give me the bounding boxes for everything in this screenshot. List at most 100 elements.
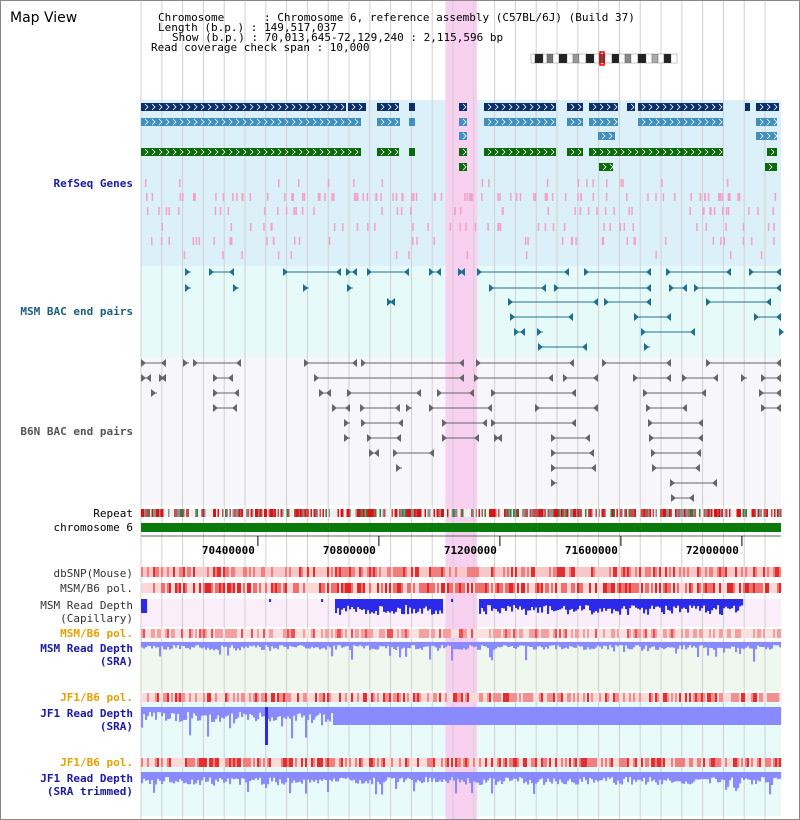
pol-cell bbox=[261, 693, 264, 702]
pol-cell bbox=[481, 693, 484, 702]
pol-cell bbox=[705, 629, 708, 638]
pol-cell bbox=[565, 583, 568, 593]
pol-cell bbox=[489, 629, 492, 638]
pol-cell bbox=[185, 758, 188, 767]
gene-arrow bbox=[165, 118, 170, 126]
pol-cell bbox=[325, 758, 328, 767]
pol-cell bbox=[759, 583, 762, 593]
pol-cell bbox=[479, 693, 482, 702]
pol-cell bbox=[463, 758, 466, 767]
track-label-jf1-b6-pol[interactable]: JF1/B6 pol. bbox=[60, 691, 133, 704]
depth-bar bbox=[379, 599, 382, 607]
gene-arrow bbox=[214, 148, 219, 156]
pol-cell bbox=[189, 758, 192, 767]
repeat-segment bbox=[276, 509, 278, 517]
repeat-segment bbox=[621, 509, 623, 517]
depth-bar bbox=[461, 642, 464, 650]
pol-cell bbox=[247, 693, 250, 702]
track-label-msm-read-depth-cap[interactable]: MSM Read Depth bbox=[40, 599, 133, 612]
depth-bar bbox=[437, 642, 440, 651]
depth-bar bbox=[429, 772, 432, 778]
depth-bar bbox=[241, 772, 244, 779]
pol-cell bbox=[179, 629, 182, 638]
pol-cell bbox=[461, 583, 464, 593]
pol-cell bbox=[301, 567, 304, 577]
track-label-jf1-read-depth-trim[interactable]: JF1 Read Depth bbox=[40, 772, 133, 785]
pol-cell bbox=[693, 583, 696, 593]
depth-bar bbox=[183, 707, 186, 720]
depth-bar bbox=[589, 642, 592, 650]
depth-bar bbox=[667, 772, 670, 779]
variant-tick bbox=[411, 193, 413, 201]
depth-bar bbox=[421, 642, 424, 650]
repeat-segment bbox=[447, 509, 449, 517]
depth-bar bbox=[389, 707, 392, 725]
chromosome-bar bbox=[141, 523, 781, 532]
depth-bar bbox=[521, 599, 524, 610]
gene-arrow bbox=[354, 148, 359, 156]
pol-cell bbox=[261, 583, 264, 593]
pol-cell bbox=[771, 583, 774, 593]
depth-bar bbox=[419, 772, 422, 782]
depth-bar bbox=[561, 642, 564, 650]
pol-cell bbox=[689, 583, 692, 593]
track-label-msm-b6-pol-sra[interactable]: MSM/B6 pol. bbox=[60, 627, 133, 640]
pol-cell bbox=[511, 583, 514, 593]
depth-bar bbox=[411, 599, 414, 614]
pol-cell bbox=[649, 758, 652, 767]
b6n-bac-pair-end bbox=[213, 374, 218, 382]
repeat-segment bbox=[450, 509, 452, 517]
pol-cell bbox=[489, 693, 492, 702]
repeat-segment bbox=[412, 509, 415, 517]
pol-cell bbox=[553, 567, 556, 577]
gene-arrow bbox=[380, 103, 385, 111]
depth-bar bbox=[451, 642, 454, 661]
depth-bar bbox=[267, 772, 270, 785]
track-label-refseq[interactable]: RefSeq Genes bbox=[53, 177, 133, 190]
pol-cell bbox=[527, 693, 530, 702]
pol-cell bbox=[675, 583, 678, 593]
track-label-jf1-b6-pol-trim[interactable]: JF1/B6 pol. bbox=[60, 756, 133, 769]
repeat-segment bbox=[184, 509, 187, 517]
depth-bar bbox=[599, 772, 602, 781]
depth-bar bbox=[551, 772, 554, 784]
track-label-msm-read-depth-sra[interactable]: MSM Read Depth bbox=[40, 642, 133, 655]
track-label-msm-b6-pol[interactable]: MSM/B6 pol. bbox=[60, 582, 133, 595]
track-label-b6n-bac[interactable]: B6N BAC end pairs bbox=[20, 425, 133, 438]
variant-tick bbox=[353, 193, 356, 201]
pol-cell bbox=[331, 567, 334, 577]
pol-cell bbox=[299, 693, 302, 702]
pol-cell bbox=[309, 583, 312, 593]
pol-cell bbox=[563, 758, 566, 767]
track-label-jf1-read-depth[interactable]: JF1 Read Depth bbox=[40, 707, 133, 720]
pol-cell bbox=[151, 629, 154, 638]
track-label-msm-bac[interactable]: MSM BAC end pairs bbox=[20, 305, 133, 318]
pol-cell bbox=[579, 583, 582, 593]
pol-cell bbox=[179, 758, 182, 767]
depth-bar bbox=[181, 642, 184, 646]
pol-cell bbox=[277, 567, 280, 577]
msm-bac-pair-end bbox=[604, 298, 609, 306]
pol-cell bbox=[547, 629, 550, 638]
msm-bac-pair-end bbox=[514, 328, 519, 336]
depth-bar bbox=[305, 642, 308, 649]
pol-cell bbox=[607, 583, 610, 593]
pol-cell bbox=[271, 693, 274, 702]
pol-cell bbox=[639, 693, 642, 702]
depth-bar bbox=[215, 772, 218, 780]
track-label-dbsnp[interactable]: dbSNP(Mouse) bbox=[53, 567, 133, 580]
track-label-repeat[interactable]: Repeat bbox=[93, 507, 133, 520]
repeat-segment bbox=[748, 509, 751, 517]
pol-cell bbox=[419, 583, 422, 593]
pol-cell bbox=[463, 693, 466, 702]
pol-cell bbox=[603, 758, 606, 767]
repeat-segment bbox=[312, 509, 314, 517]
variant-tick bbox=[537, 223, 540, 231]
depth-bar bbox=[381, 642, 384, 647]
pol-cell bbox=[439, 583, 442, 593]
depth-bar bbox=[269, 707, 272, 722]
depth-bar bbox=[715, 707, 718, 725]
pol-cell bbox=[199, 567, 202, 577]
pol-cell bbox=[483, 583, 486, 593]
